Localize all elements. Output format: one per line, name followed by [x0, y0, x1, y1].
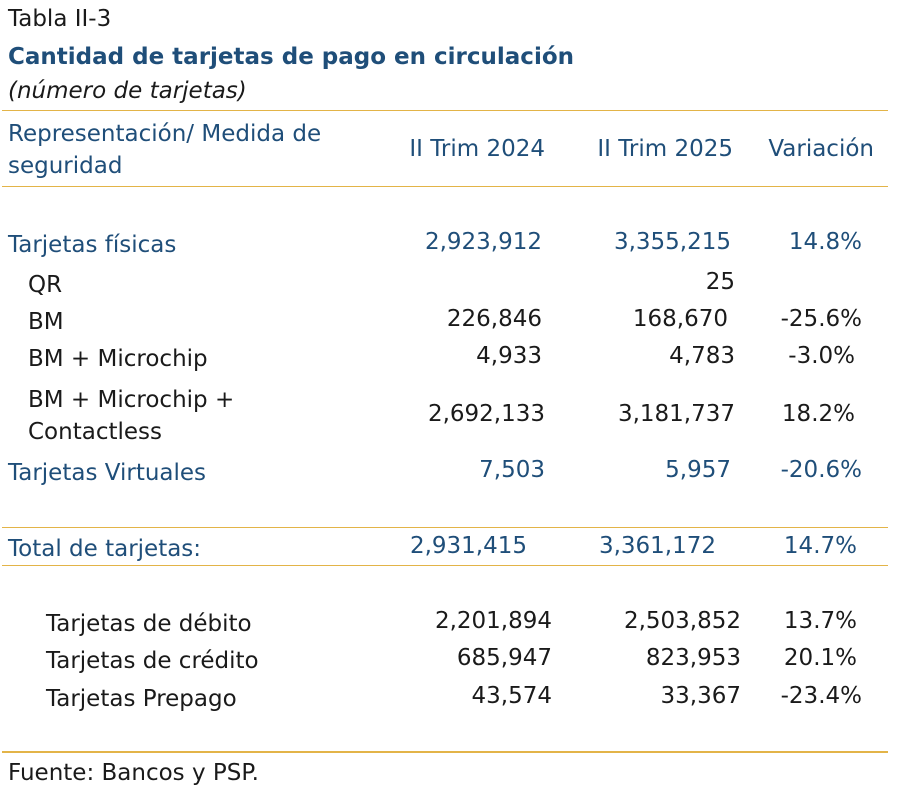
row-value-2025: 3,355,215	[613, 229, 731, 255]
row-value-2025: 168,670	[632, 306, 728, 332]
row-value-2025: 3,181,737	[617, 401, 735, 427]
column-header-label-line2: seguridad	[8, 153, 123, 179]
row-variation: -20.6%	[780, 457, 862, 483]
row-label: Tarjetas Prepago	[46, 686, 237, 712]
rule-bottom	[2, 751, 888, 753]
table-title: Cantidad de tarjetas de pago en circulac…	[8, 44, 575, 70]
row-value-2025: 25	[705, 269, 735, 295]
row-value-2025: 33,367	[660, 683, 741, 709]
row-value-2024: 2,923,912	[424, 229, 542, 255]
row-label: Tarjetas físicas	[8, 232, 177, 258]
row-variation: 14.8%	[788, 229, 862, 255]
row-variation: -23.4%	[780, 683, 862, 709]
row-value-2024: 7,503	[479, 457, 545, 483]
row-value-2025: 5,957	[665, 457, 731, 483]
row-value-2024: 4,933	[476, 343, 542, 369]
rule-header	[2, 186, 888, 187]
row-value-2024: 2,692,133	[427, 401, 545, 427]
column-header-2024: II Trim 2024	[409, 136, 545, 162]
row-variation: 14.7%	[783, 533, 857, 559]
row-variation: 13.7%	[783, 608, 857, 634]
rule-top	[2, 110, 888, 111]
row-variation: -3.0%	[788, 343, 855, 369]
row-value-2024: 685,947	[456, 645, 552, 671]
row-label: BM + Microchip	[28, 346, 208, 372]
rule-total-bottom	[2, 565, 888, 566]
row-value-2024: 43,574	[471, 683, 552, 709]
row-label-line2: Contactless	[28, 419, 162, 445]
row-variation: 20.1%	[783, 645, 857, 671]
row-value-2024: 2,931,415	[409, 533, 527, 559]
row-value-2025: 2,503,852	[623, 608, 741, 634]
row-label: BM + Microchip + Contactless	[28, 384, 234, 448]
table-label: Tabla II-3	[8, 6, 112, 32]
row-variation: -25.6%	[780, 306, 862, 332]
rule-total-top	[2, 527, 888, 528]
row-label: QR	[28, 272, 63, 298]
table-subtitle: (número de tarjetas)	[8, 78, 247, 104]
column-header-2025: II Trim 2025	[597, 136, 733, 162]
row-value-2024: 226,846	[446, 306, 542, 332]
row-value-2025: 4,783	[669, 343, 735, 369]
source-note: Fuente: Bancos y PSP.	[8, 760, 259, 786]
column-header-variation: Variación	[768, 136, 874, 162]
column-header-label: Representación/ Medida de seguridad	[8, 118, 368, 182]
row-label: BM	[28, 309, 64, 335]
row-label: Tarjetas Virtuales	[8, 460, 207, 486]
row-variation: 18.2%	[781, 401, 855, 427]
row-value-2025: 3,361,172	[598, 533, 716, 559]
row-label: Tarjetas de crédito	[46, 648, 259, 674]
row-value-2024: 2,201,894	[434, 608, 552, 634]
row-label: Tarjetas de débito	[46, 611, 252, 637]
column-header-label-line1: Representación/ Medida de	[8, 121, 322, 147]
row-label-line1: BM + Microchip +	[28, 387, 235, 413]
row-value-2025: 823,953	[645, 645, 741, 671]
row-label: Total de tarjetas:	[8, 536, 202, 562]
